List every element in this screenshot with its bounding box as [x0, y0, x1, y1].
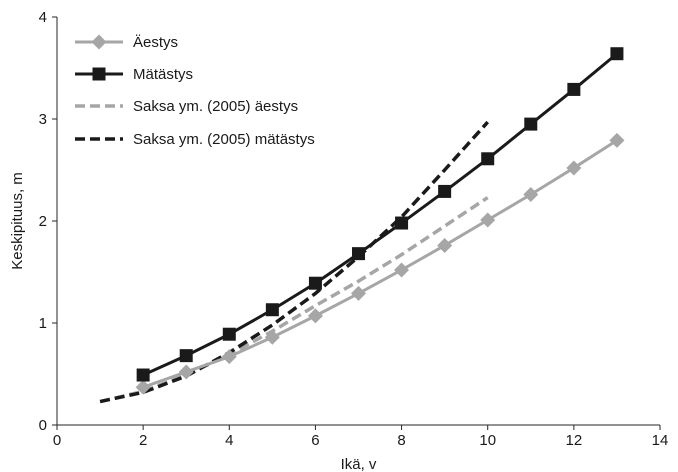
- data-point-matastys: [136, 368, 150, 382]
- data-point-matastys: [265, 303, 279, 317]
- series-line-matastys: [142, 52, 618, 377]
- series-line-saksa-aestys: [99, 196, 489, 404]
- plot-markers: [135, 47, 625, 395]
- legend: Äestys Mätästys Saksa ym. (2005) äestys Sak…: [75, 34, 315, 148]
- legend-label-matastys: Mätästys: [133, 66, 193, 83]
- data-point-matastys: [567, 82, 581, 96]
- x-tick-label: 4: [225, 432, 233, 449]
- x-tick-label: 6: [311, 432, 319, 449]
- y-tick-label: 0: [39, 417, 47, 434]
- series-line-saksa-matastys: [99, 120, 490, 404]
- data-point-matastys: [179, 349, 193, 363]
- data-point-aestys: [437, 237, 453, 253]
- x-tick-label: 12: [566, 432, 583, 449]
- data-point-aestys: [480, 212, 496, 228]
- data-point-matastys: [481, 152, 495, 166]
- legend-label-saksa-matastys: Saksa ym. (2005) mätästys: [133, 131, 315, 148]
- plot-lines: [99, 52, 618, 404]
- legend-label-saksa-aestys: Saksa ym. (2005) äestys: [133, 98, 298, 115]
- x-axis-title: Ikä, v: [341, 456, 377, 472]
- legend-marker-aestys: [91, 34, 107, 50]
- data-point-matastys: [308, 276, 322, 290]
- data-point-aestys: [523, 186, 539, 202]
- x-tick-label: 10: [479, 432, 496, 449]
- data-point-matastys: [222, 327, 236, 341]
- data-point-matastys: [610, 47, 624, 61]
- data-point-aestys: [609, 132, 625, 148]
- x-tick-label: 2: [139, 432, 147, 449]
- data-point-matastys: [438, 184, 452, 198]
- legend-marker-matastys: [92, 67, 106, 81]
- series-line-aestys: [142, 139, 618, 389]
- data-point-aestys: [264, 329, 280, 345]
- y-tick-label: 3: [39, 111, 47, 128]
- data-point-aestys: [135, 379, 151, 395]
- data-point-matastys: [352, 247, 365, 261]
- data-point-aestys: [307, 308, 323, 324]
- y-tick-label: 2: [39, 213, 47, 230]
- y-tick-label: 1: [39, 315, 47, 332]
- data-point-matastys: [395, 216, 409, 230]
- data-point-matastys: [524, 117, 538, 131]
- x-tick-label: 0: [53, 432, 61, 449]
- x-tick-label: 14: [652, 432, 669, 449]
- data-point-aestys: [178, 364, 194, 380]
- data-point-aestys: [394, 262, 410, 278]
- data-point-aestys: [566, 160, 582, 176]
- legend-label-aestys: Äestys: [133, 34, 178, 51]
- data-point-aestys: [351, 285, 366, 301]
- x-tick-label: 8: [397, 432, 405, 449]
- data-point-aestys: [221, 349, 237, 365]
- y-axis-title: Keskipituus, m: [9, 172, 26, 270]
- y-tick-label: 4: [39, 9, 47, 26]
